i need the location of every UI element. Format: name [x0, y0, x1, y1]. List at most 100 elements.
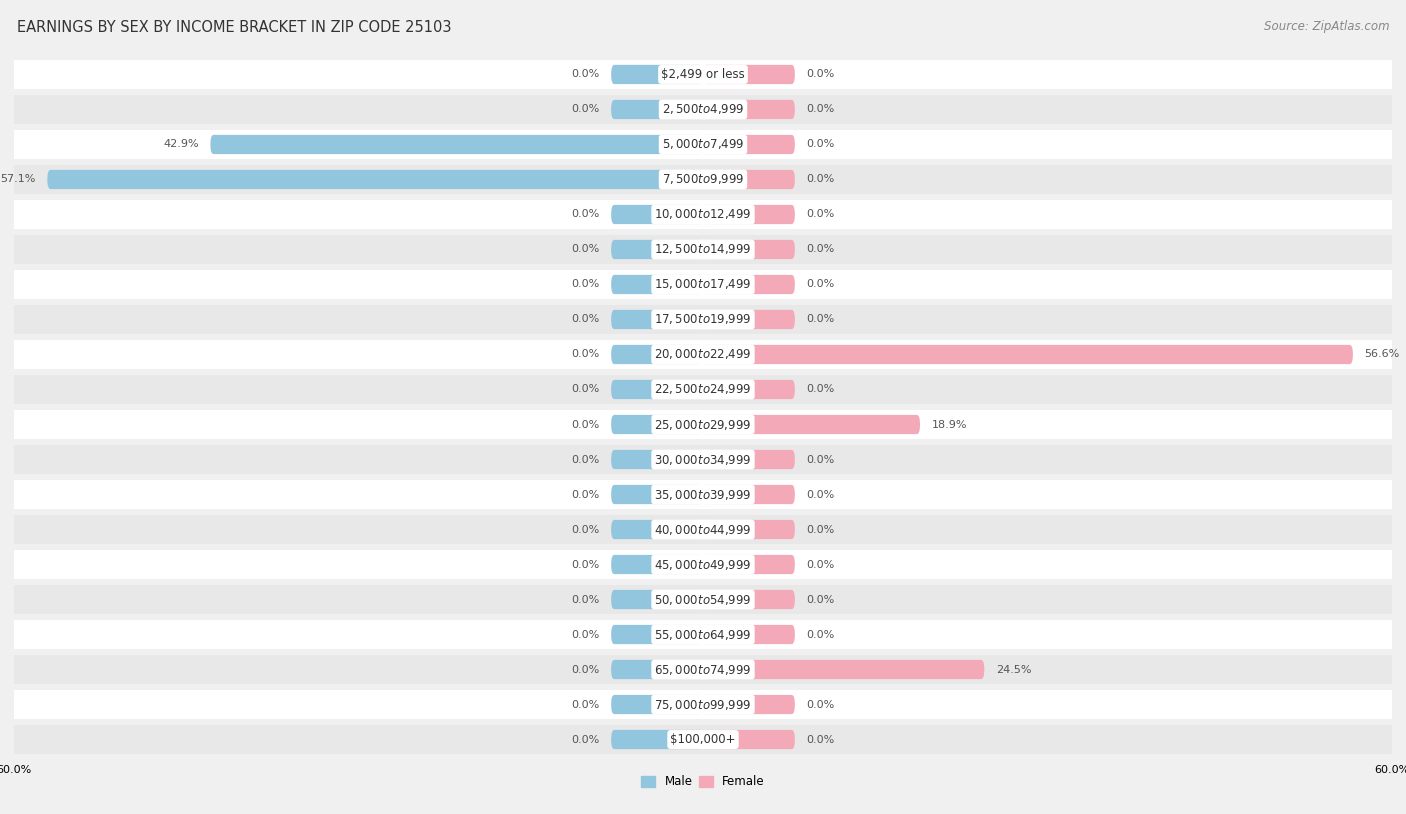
FancyBboxPatch shape: [612, 205, 703, 224]
Text: 0.0%: 0.0%: [807, 209, 835, 220]
Text: $2,500 to $4,999: $2,500 to $4,999: [662, 103, 744, 116]
FancyBboxPatch shape: [612, 555, 703, 574]
Bar: [14, 409, 1392, 440]
FancyBboxPatch shape: [703, 65, 794, 84]
FancyBboxPatch shape: [703, 100, 794, 119]
Bar: [14, 689, 1392, 720]
Bar: [14, 339, 1392, 370]
Bar: [14, 234, 1392, 265]
Bar: [14, 619, 1392, 650]
Text: $50,000 to $54,999: $50,000 to $54,999: [654, 593, 752, 606]
Text: 0.0%: 0.0%: [807, 384, 835, 395]
Text: 0.0%: 0.0%: [571, 734, 599, 745]
Text: 0.0%: 0.0%: [571, 629, 599, 640]
Text: $20,000 to $22,499: $20,000 to $22,499: [654, 348, 752, 361]
Bar: [14, 514, 1392, 545]
Text: 56.6%: 56.6%: [1364, 349, 1399, 360]
FancyBboxPatch shape: [703, 625, 794, 644]
FancyBboxPatch shape: [703, 520, 794, 539]
Text: 0.0%: 0.0%: [571, 69, 599, 80]
Bar: [14, 444, 1392, 475]
Text: $12,500 to $14,999: $12,500 to $14,999: [654, 243, 752, 256]
FancyBboxPatch shape: [612, 660, 703, 679]
Text: 24.5%: 24.5%: [995, 664, 1031, 675]
Text: $2,499 or less: $2,499 or less: [661, 68, 745, 81]
Text: 0.0%: 0.0%: [571, 209, 599, 220]
Text: 0.0%: 0.0%: [807, 699, 835, 710]
Bar: [14, 199, 1392, 230]
Text: 0.0%: 0.0%: [807, 279, 835, 290]
Text: 0.0%: 0.0%: [807, 489, 835, 500]
FancyBboxPatch shape: [703, 170, 794, 189]
Text: 0.0%: 0.0%: [807, 174, 835, 185]
FancyBboxPatch shape: [703, 240, 794, 259]
Text: 0.0%: 0.0%: [571, 594, 599, 605]
Bar: [14, 269, 1392, 300]
Text: $40,000 to $44,999: $40,000 to $44,999: [654, 523, 752, 536]
Text: 42.9%: 42.9%: [163, 139, 198, 150]
Text: 0.0%: 0.0%: [571, 419, 599, 430]
Text: 0.0%: 0.0%: [571, 244, 599, 255]
Text: $25,000 to $29,999: $25,000 to $29,999: [654, 418, 752, 431]
Text: $100,000+: $100,000+: [671, 733, 735, 746]
FancyBboxPatch shape: [703, 275, 794, 294]
FancyBboxPatch shape: [48, 170, 703, 189]
FancyBboxPatch shape: [612, 450, 703, 469]
FancyBboxPatch shape: [703, 310, 794, 329]
Bar: [14, 584, 1392, 615]
Text: 0.0%: 0.0%: [571, 454, 599, 465]
Text: 0.0%: 0.0%: [807, 594, 835, 605]
Bar: [14, 59, 1392, 90]
Text: 0.0%: 0.0%: [807, 314, 835, 325]
Text: $15,000 to $17,499: $15,000 to $17,499: [654, 278, 752, 291]
FancyBboxPatch shape: [612, 625, 703, 644]
Text: 0.0%: 0.0%: [807, 69, 835, 80]
FancyBboxPatch shape: [211, 135, 703, 154]
Text: 57.1%: 57.1%: [0, 174, 37, 185]
FancyBboxPatch shape: [703, 380, 794, 399]
FancyBboxPatch shape: [612, 310, 703, 329]
Text: 0.0%: 0.0%: [807, 139, 835, 150]
FancyBboxPatch shape: [612, 590, 703, 609]
Bar: [14, 374, 1392, 405]
Text: $55,000 to $64,999: $55,000 to $64,999: [654, 628, 752, 641]
Text: $45,000 to $49,999: $45,000 to $49,999: [654, 558, 752, 571]
FancyBboxPatch shape: [703, 660, 984, 679]
Bar: [14, 304, 1392, 335]
FancyBboxPatch shape: [703, 135, 794, 154]
FancyBboxPatch shape: [703, 730, 794, 749]
FancyBboxPatch shape: [612, 275, 703, 294]
Text: 18.9%: 18.9%: [932, 419, 967, 430]
Text: 0.0%: 0.0%: [571, 559, 599, 570]
Bar: [14, 164, 1392, 195]
FancyBboxPatch shape: [703, 695, 794, 714]
Legend: Male, Female: Male, Female: [637, 771, 769, 793]
Bar: [14, 654, 1392, 685]
Text: $65,000 to $74,999: $65,000 to $74,999: [654, 663, 752, 676]
FancyBboxPatch shape: [612, 240, 703, 259]
Text: $30,000 to $34,999: $30,000 to $34,999: [654, 453, 752, 466]
Text: 0.0%: 0.0%: [807, 104, 835, 115]
Text: EARNINGS BY SEX BY INCOME BRACKET IN ZIP CODE 25103: EARNINGS BY SEX BY INCOME BRACKET IN ZIP…: [17, 20, 451, 35]
FancyBboxPatch shape: [612, 345, 703, 364]
Bar: [14, 479, 1392, 510]
Text: 0.0%: 0.0%: [571, 699, 599, 710]
Bar: [14, 129, 1392, 160]
Text: 0.0%: 0.0%: [571, 349, 599, 360]
Bar: [14, 724, 1392, 755]
Text: 0.0%: 0.0%: [807, 454, 835, 465]
Text: 0.0%: 0.0%: [571, 664, 599, 675]
FancyBboxPatch shape: [612, 100, 703, 119]
Text: 0.0%: 0.0%: [571, 279, 599, 290]
FancyBboxPatch shape: [612, 485, 703, 504]
Text: $10,000 to $12,499: $10,000 to $12,499: [654, 208, 752, 221]
Text: 0.0%: 0.0%: [571, 314, 599, 325]
FancyBboxPatch shape: [612, 520, 703, 539]
Text: $17,500 to $19,999: $17,500 to $19,999: [654, 313, 752, 326]
Text: $7,500 to $9,999: $7,500 to $9,999: [662, 173, 744, 186]
FancyBboxPatch shape: [703, 555, 794, 574]
Bar: [14, 94, 1392, 125]
Text: $75,000 to $99,999: $75,000 to $99,999: [654, 698, 752, 711]
FancyBboxPatch shape: [612, 415, 703, 434]
FancyBboxPatch shape: [612, 380, 703, 399]
